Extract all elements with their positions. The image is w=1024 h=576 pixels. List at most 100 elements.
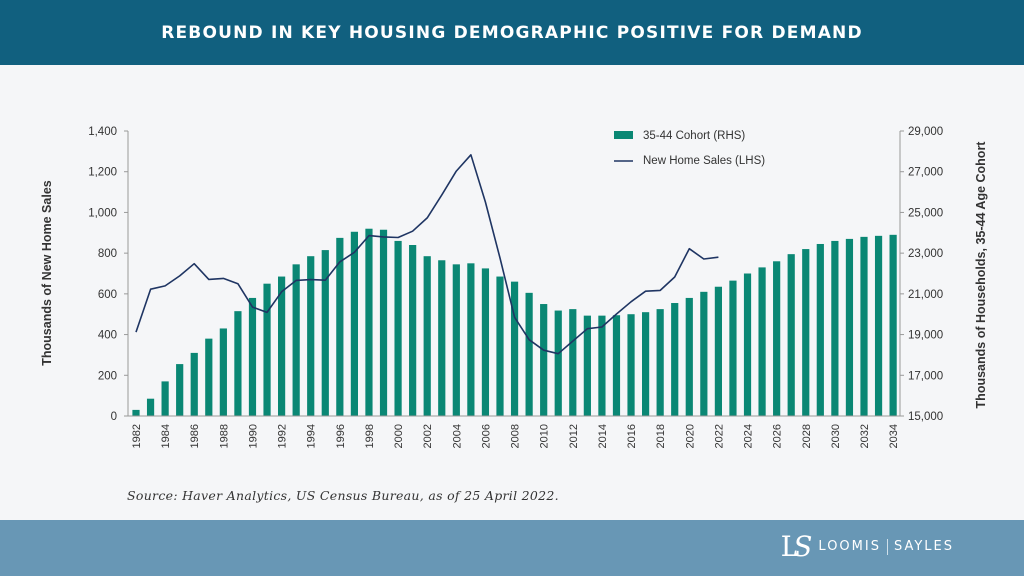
x-tick-label: 2012 [568, 424, 580, 448]
bar-2023 [729, 280, 737, 416]
line-series [135, 154, 719, 355]
bar-2016 [627, 314, 635, 416]
bar-2000 [394, 240, 402, 416]
bar-2005 [467, 263, 475, 416]
bar-2021 [700, 291, 708, 416]
right-tick-label: 19,000 [908, 330, 943, 342]
bar-2028 [802, 249, 810, 416]
bar-1995 [321, 250, 329, 416]
legend-label-bars: 35-44 Cohort (RHS) [643, 130, 745, 142]
right-tick-label: 21,000 [908, 289, 943, 301]
chart-title: REBOUND IN KEY HOUSING DEMOGRAPHIC POSIT… [161, 22, 863, 43]
x-tick-label: 1994 [306, 424, 318, 448]
bar-1987 [205, 338, 213, 416]
bar-1986 [190, 352, 198, 416]
x-tick-label: 2014 [597, 424, 609, 448]
right-axis-title: Thousands of Households, 35-44 Age Cohor… [974, 141, 988, 409]
legend-swatch-bars [614, 131, 633, 139]
left-tick-label: 600 [98, 289, 117, 301]
x-tick-label: 2002 [422, 424, 434, 448]
right-tick-label: 17,000 [908, 370, 943, 382]
logo-text-right: SAYLES [893, 539, 954, 554]
x-tick-label: 2010 [539, 424, 551, 448]
bar-1999 [379, 229, 388, 416]
logo-divider [886, 538, 888, 555]
bar-1984 [161, 381, 169, 416]
left-tick-label: 800 [98, 248, 117, 260]
new-home-sales-line [135, 154, 719, 355]
bar-2012 [569, 309, 577, 416]
x-tick-label: 2004 [451, 424, 463, 448]
bar-2022 [714, 286, 722, 416]
x-tick-label: 2034 [888, 424, 900, 448]
x-tick-label: 1988 [218, 424, 230, 448]
bar-2014 [598, 315, 606, 416]
bar-2004 [452, 264, 460, 416]
bar-series [132, 228, 897, 416]
bar-1997 [350, 231, 358, 416]
x-tick-label: 2008 [510, 424, 522, 448]
logo-text-left: LOOMIS [818, 539, 881, 554]
bar-1996 [336, 237, 344, 416]
legend: 35-44 Cohort (RHS) New Home Sales (LHS) [614, 130, 765, 167]
left-axis-title: Thousands of New Home Sales [40, 180, 54, 366]
bar-1998 [365, 228, 373, 416]
bar-2003 [438, 260, 446, 416]
bar-2015 [612, 315, 621, 416]
bar-2010 [540, 304, 548, 416]
x-tick-label: 2030 [830, 424, 842, 448]
x-tick-label: 2024 [743, 424, 755, 448]
bar-2017 [642, 312, 650, 416]
bar-2001 [409, 245, 417, 416]
x-tick-label: 2016 [626, 424, 638, 448]
source-note: Source: Haver Analytics, US Census Burea… [127, 488, 559, 503]
legend-label-line: New Home Sales (LHS) [643, 155, 765, 167]
bar-1991 [263, 283, 271, 416]
bar-2013 [583, 315, 591, 416]
bar-1993 [292, 264, 300, 416]
x-tick-label: 1986 [189, 424, 201, 448]
bar-1994 [307, 256, 315, 416]
bar-2031 [845, 238, 854, 416]
bar-2006 [481, 268, 490, 416]
bar-2026 [773, 261, 781, 416]
bar-2030 [831, 240, 839, 416]
x-tick-label: 2000 [393, 424, 405, 448]
ls-monogram-icon: LS [780, 530, 813, 563]
x-tick-label: 2020 [684, 424, 696, 448]
bar-2032 [860, 236, 868, 416]
bar-2008 [510, 281, 519, 416]
bar-1992 [278, 276, 286, 416]
bar-1988 [219, 328, 227, 416]
x-tick-label: 2026 [772, 424, 784, 448]
bar-2027 [787, 254, 795, 416]
x-tick-label: 1982 [131, 424, 143, 448]
title-bar: REBOUND IN KEY HOUSING DEMOGRAPHIC POSIT… [0, 0, 1024, 65]
bar-2011 [554, 310, 562, 416]
left-tick-label: 200 [98, 370, 117, 382]
bar-2034 [889, 234, 897, 416]
x-tick-label: 1998 [364, 424, 376, 448]
x-tick-label: 2018 [655, 424, 667, 448]
bar-1985 [176, 364, 184, 416]
bar-1990 [248, 297, 257, 416]
left-tick-label: 1,400 [88, 126, 117, 138]
bar-2025 [758, 267, 766, 416]
bar-2009 [525, 292, 533, 416]
left-tick-label: 0 [111, 411, 117, 423]
bar-2002 [423, 256, 431, 416]
bar-1983 [146, 398, 155, 416]
bar-2029 [816, 243, 824, 416]
bar-2019 [671, 303, 679, 416]
bar-2007 [496, 276, 504, 416]
bar-2024 [743, 273, 752, 416]
left-tick-label: 1,200 [88, 167, 117, 179]
x-tick-label: 1996 [335, 424, 347, 448]
bar-2018 [656, 309, 664, 416]
x-tick-label: 1992 [277, 424, 289, 448]
x-tick-label: 2032 [859, 424, 871, 448]
footer-bar: LS LOOMIS SAYLES [0, 520, 1024, 576]
right-tick-label: 27,000 [908, 167, 943, 179]
right-tick-label: 25,000 [908, 207, 943, 219]
